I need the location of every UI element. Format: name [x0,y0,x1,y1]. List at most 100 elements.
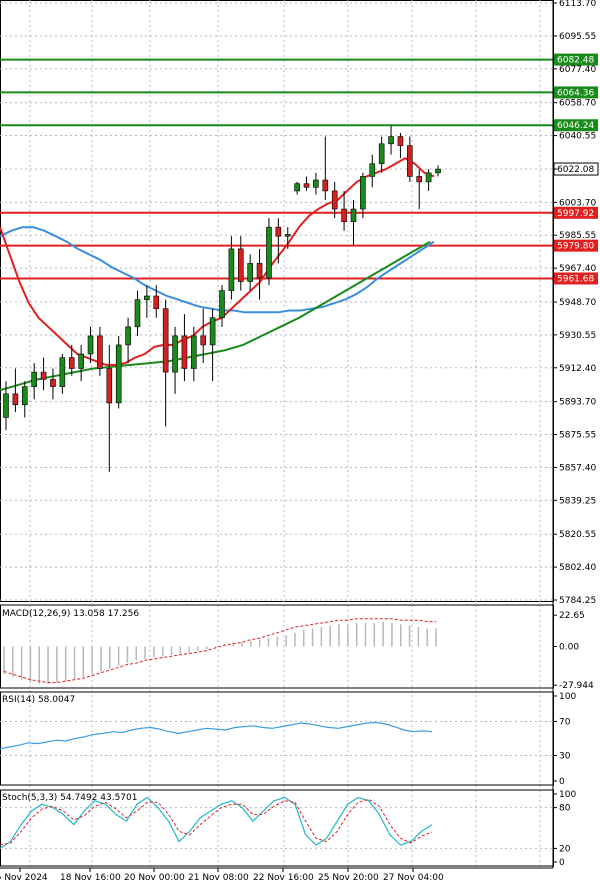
candle-body [134,299,141,328]
price-tick-label: 5893.70 [559,398,596,408]
main-frame [0,0,554,602]
price-tick-label: 5930.55 [559,331,596,341]
candle-body [350,208,357,223]
price-tick-label: 5948.70 [559,298,596,308]
stoch-frame [0,789,554,867]
candle-body [416,176,423,183]
level-label-box [554,272,598,285]
level-label-box [554,53,598,66]
candle-body [228,248,235,291]
rsi-tick-label: 70 [559,718,571,728]
level-label: 5997.92 [557,209,594,219]
candle-body [40,371,47,380]
candle-body [209,317,216,346]
candle-body [115,344,122,404]
rsi-line [0,721,433,750]
price-tick-label: 6040.55 [559,132,596,142]
price-tick-label: 6003.70 [559,198,596,208]
stoch-panel: 100 80 20 0 [0,789,576,868]
level-label-box [554,86,598,99]
candle-body [247,263,253,282]
candle-body [87,335,94,355]
stoch-d-line [0,798,433,846]
price-tick-label: 5857.40 [559,463,596,473]
candle-body [425,172,432,183]
ma-red-line [0,157,435,366]
candle-body [12,393,19,406]
rsi-title: RSI(14) 58.0047 [2,695,75,705]
stoch-tick-label: 80 [559,804,571,814]
level-label: 6046.24 [557,121,594,131]
price-tick-label: 6077.40 [559,65,596,75]
candle-body [266,226,272,279]
level-label: 5979.80 [557,242,594,252]
time-tick-label: 22 Nov 16:00 [253,873,314,883]
stoch-title: Stoch(5,3,3) 54.7492 43.5701 [2,793,137,803]
time-tick-label: 15 Nov 2024 [0,873,48,883]
candle-body [106,368,113,404]
candle-body [31,371,37,387]
macd-tick-label: -27.944 [559,681,594,691]
candle-body [125,326,131,346]
candles [3,125,441,472]
candle-body [200,335,207,346]
price-tick-label: 6058.70 [559,99,596,109]
stoch-k-line [0,796,433,849]
candle-body [162,308,169,373]
candle-body [397,136,404,146]
level-label: 6082.48 [557,56,594,66]
candle-body [68,357,75,369]
price-tick-label: 5912.40 [559,364,596,374]
candle-body [294,183,300,192]
candle-body [275,226,282,237]
time-tick-label: 18 Nov 16:00 [60,873,121,883]
candle-body [153,295,160,310]
macd-signal-line [3,618,436,683]
candle-body [78,353,84,369]
macd-tick-label: 22.65 [559,611,585,621]
macd-tick-label: 0.00 [559,643,579,653]
rsi-panel: 100 70 30 0 [0,691,576,787]
level-label: 5961.68 [557,274,594,284]
rsi-frame [0,691,554,786]
price-tick-label: 6095.55 [559,32,596,42]
candle-body [378,143,385,165]
price-tick-label: 5784.25 [559,596,596,606]
price-tick-label: 5839.25 [559,496,596,506]
candle-body [331,190,338,210]
candle-body [144,295,150,300]
price-tick-label: 6113.70 [559,0,596,9]
stoch-tick-label: 0 [559,858,565,868]
ma-blue-line [0,226,435,314]
candle-body [303,183,310,188]
rsi-tick-label: 0 [559,777,565,787]
candle-body [3,393,9,418]
candle-body [313,179,319,188]
time-tick-label: 21 Nov 08:00 [188,873,249,883]
horizontal-levels: 6082.48 6064.36 6046.24 5997.92 5979.80 5961.… [0,53,599,285]
candle-body [181,335,188,369]
price-tick-label: 5820.55 [559,530,596,540]
price-tick-label: 5875.55 [559,431,596,441]
candle-body [172,335,178,373]
candle-body [256,263,263,279]
candle-body [322,179,329,192]
candle-body [360,176,366,210]
current-price-label: 6022.08 [557,165,594,175]
rsi-tick-label: 30 [559,752,571,762]
candle-body [191,335,197,369]
rsi-tick-label: 100 [559,692,576,702]
level-label: 6064.36 [557,88,594,98]
candle-body [219,290,225,319]
price-axis: 6113.70 6095.55 6077.40 6058.70 6040.55 6003.… [552,0,596,868]
candle-body [21,386,28,406]
candle-body [435,168,441,174]
time-tick-label: 25 Nov 20:00 [318,873,379,883]
candle-body [407,145,413,177]
time-tick-label: 20 Nov 00:00 [124,873,185,883]
moving-averages [0,157,435,392]
level-label-box [554,239,598,252]
candle-body [97,335,103,369]
